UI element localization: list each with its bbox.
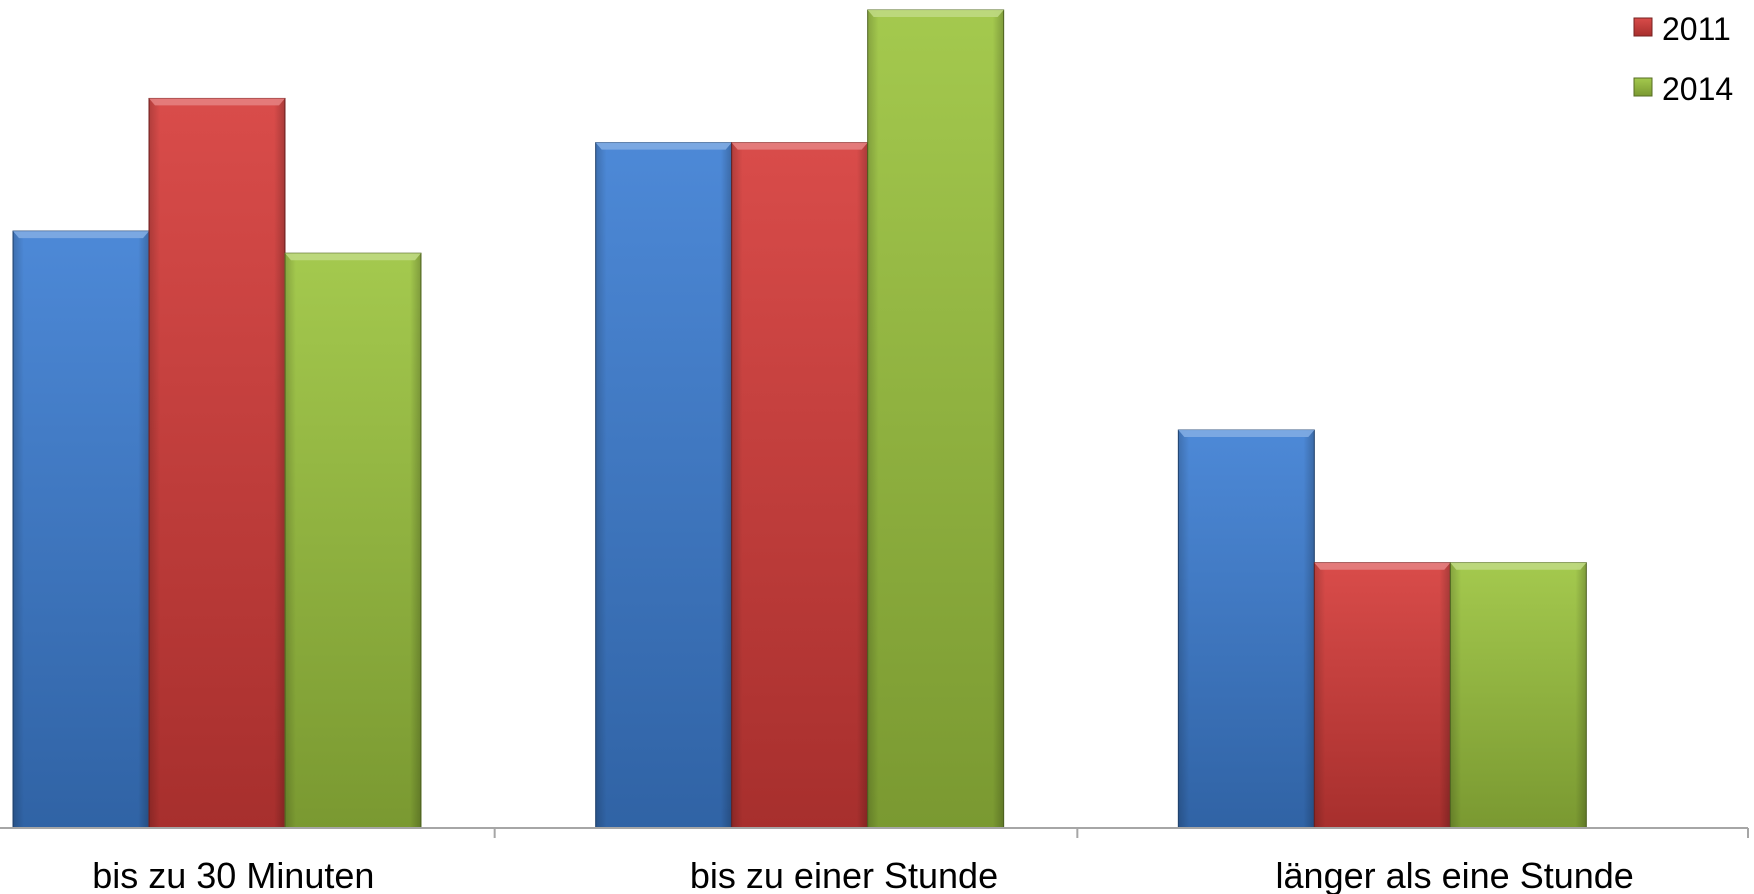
x-axis [0, 827, 1749, 838]
bar-bis-zu-einer-stunde-2014-shading [867, 10, 1004, 828]
legend-swatch-2011 [1633, 17, 1653, 37]
bar-bis-zu-30-minuten-series-1-shading [13, 231, 149, 829]
bar-bis-zu-einer-stunde-series-1-shading [595, 142, 732, 828]
bar-bis-zu-30-minuten-2011-shading [149, 98, 285, 828]
bar-bis-zu-einer-stunde-2014-bevel [867, 10, 1004, 17]
bar-bis-zu-30-minuten-series-1-bevel [13, 231, 149, 239]
category-labels: bis zu 30 Minuten bis zu einer Stunde läng… [92, 855, 1634, 894]
category-label-bis-zu-einer-stunde: bis zu einer Stunde [690, 855, 998, 894]
bar-langer-als-eine-stunde-2011-shading [1314, 562, 1451, 828]
bar-bis-zu-30-minuten-2011-bevel [149, 98, 285, 106]
bar-langer-als-eine-stunde-series-1-shading [1178, 430, 1315, 828]
category-label-langer-als-eine-stunde: länger als eine Stunde [1276, 855, 1634, 894]
bar-bis-zu-einer-stunde-2011-shading [731, 142, 868, 828]
legend-label-2014: 2014 [1662, 71, 1733, 107]
bar-bis-zu-einer-stunde-series-1-bevel [595, 142, 732, 150]
bar-langer-als-eine-stunde-2014-bevel [1450, 562, 1587, 570]
bar-bis-zu-30-minuten-2014-shading [285, 253, 421, 828]
bar-langer-als-eine-stunde-series-1-bevel [1178, 430, 1315, 438]
bar-bis-zu-einer-stunde-2011-bevel [731, 142, 868, 150]
bar-langer-als-eine-stunde-2011-bevel [1314, 562, 1451, 570]
legend: 2011 2014 [1633, 11, 1733, 107]
bar-bis-zu-30-minuten-2014-bevel [285, 253, 421, 261]
legend-swatch-2014 [1633, 77, 1653, 97]
bar-langer-als-eine-stunde-2014-shading [1450, 562, 1587, 828]
bars-group [12, 9, 1587, 829]
legend-label-2011: 2011 [1662, 11, 1731, 47]
category-label-bis-zu-30-minuten: bis zu 30 Minuten [92, 855, 374, 894]
